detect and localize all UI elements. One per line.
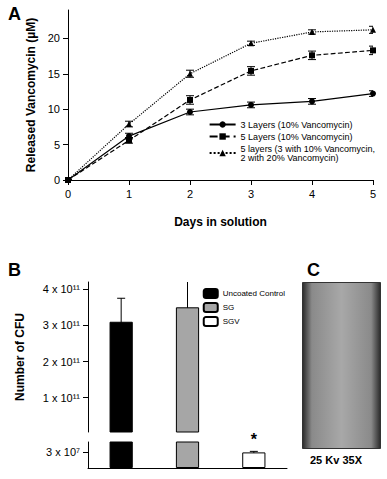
svg-text:C: C (307, 260, 320, 280)
svg-text:15: 15 (48, 68, 60, 80)
svg-text:Number of CFU: Number of CFU (13, 313, 27, 401)
svg-text:3 x 10⁷: 3 x 10⁷ (46, 446, 80, 458)
svg-text:Uncoated Control: Uncoated Control (223, 289, 285, 298)
svg-text:1 x 10¹¹: 1 x 10¹¹ (43, 392, 81, 404)
svg-text:Released Vancomycin (µM): Released Vancomycin (µM) (24, 18, 38, 172)
svg-text:0: 0 (65, 188, 71, 200)
svg-text:2 with 20% Vancomycin): 2 with 20% Vancomycin) (241, 153, 339, 163)
svg-text:4 x 10¹¹: 4 x 10¹¹ (43, 283, 81, 295)
svg-text:10: 10 (48, 103, 60, 115)
svg-text:2: 2 (187, 188, 193, 200)
svg-text:20: 20 (48, 32, 60, 44)
svg-text:0: 0 (54, 174, 60, 186)
svg-text:5 Layers (10% Vancomycin): 5 Layers (10% Vancomycin) (241, 132, 353, 142)
svg-text:3 x 10¹¹: 3 x 10¹¹ (43, 319, 81, 331)
svg-text:B: B (8, 260, 21, 280)
svg-text:5 layers (3 with 10% Vancomyci: 5 layers (3 with 10% Vancomycin, (240, 143, 375, 154)
svg-text:3 Layers (10% Vancomycin): 3 Layers (10% Vancomycin) (241, 120, 353, 130)
svg-text:A: A (8, 4, 21, 24)
svg-text:1: 1 (126, 188, 132, 200)
svg-text:5: 5 (54, 139, 60, 151)
svg-text:SG: SG (223, 303, 235, 312)
svg-text:25 Kv 35X: 25 Kv 35X (310, 454, 363, 466)
svg-text:SGV: SGV (223, 317, 241, 326)
svg-text:2 x 10¹¹: 2 x 10¹¹ (43, 356, 81, 368)
svg-text:3: 3 (248, 188, 254, 200)
svg-text:4: 4 (309, 188, 315, 200)
svg-text:5: 5 (370, 188, 376, 200)
svg-text:*: * (251, 431, 258, 448)
svg-text:Days in solution: Days in solution (174, 215, 267, 229)
